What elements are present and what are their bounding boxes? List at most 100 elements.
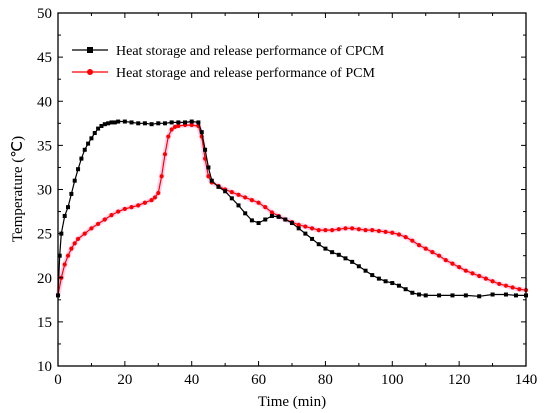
data-point (236, 192, 241, 197)
data-point (290, 221, 294, 226)
data-point (263, 205, 268, 210)
data-point (430, 250, 435, 255)
data-point (176, 123, 181, 129)
data-point (316, 242, 321, 247)
data-point (383, 229, 388, 234)
data-point (62, 262, 67, 267)
data-point (229, 196, 234, 201)
data-point (356, 227, 361, 232)
data-point (283, 217, 288, 222)
y-tick-label: 30 (37, 183, 52, 199)
data-point (330, 227, 335, 233)
data-point (236, 203, 241, 208)
data-point (89, 226, 94, 231)
data-point (410, 290, 415, 295)
x-tick-label: 140 (515, 372, 538, 388)
data-point (517, 287, 522, 292)
data-point (136, 121, 141, 126)
data-point (477, 273, 482, 279)
data-point (199, 130, 204, 135)
data-point (129, 205, 134, 210)
data-point (169, 127, 174, 132)
data-point (169, 120, 174, 125)
legend-label: Heat storage and release performance of … (116, 66, 375, 81)
data-point (390, 281, 395, 286)
data-point (403, 287, 408, 292)
data-point (490, 292, 495, 297)
data-point (189, 119, 194, 124)
data-point (172, 124, 178, 129)
data-point (370, 227, 375, 233)
data-point (89, 136, 94, 141)
y-tick-label: 45 (37, 50, 52, 66)
data-point (96, 221, 101, 227)
y-tick-label: 15 (37, 315, 52, 331)
data-point (503, 283, 509, 288)
x-tick-label: 40 (184, 372, 199, 388)
series-pcm (55, 122, 529, 298)
data-point (76, 167, 81, 172)
data-point (62, 213, 67, 218)
data-point (99, 123, 104, 128)
data-point (69, 246, 74, 251)
data-point (296, 226, 301, 231)
data-point (490, 279, 495, 284)
data-point (336, 252, 341, 257)
x-axis-title: Time (min) (258, 394, 326, 410)
data-point (142, 121, 147, 126)
y-tick-label: 25 (37, 227, 52, 243)
data-point (249, 197, 254, 203)
data-point (416, 242, 422, 248)
y-tick-label: 40 (37, 94, 52, 110)
data-point (363, 268, 368, 273)
data-point (162, 152, 168, 157)
x-tick-label: 120 (448, 372, 471, 388)
data-point (109, 212, 114, 218)
data-point (203, 147, 208, 152)
data-point (72, 241, 77, 246)
data-point (423, 246, 428, 251)
data-point (129, 120, 134, 125)
data-point (350, 259, 355, 264)
data-point (149, 122, 154, 127)
data-point (216, 184, 221, 189)
data-point (82, 231, 87, 236)
data-point (116, 119, 121, 124)
data-point (65, 253, 71, 258)
data-point (112, 120, 117, 125)
data-point (106, 121, 111, 126)
series-line (57, 120, 526, 297)
data-point (86, 141, 91, 146)
data-point (450, 293, 455, 298)
data-point (243, 195, 248, 200)
axes: 0 20 40 60 80 100 120 140 10 15 20 25 30 35 40 45 50 (37, 6, 537, 388)
data-point (463, 293, 468, 298)
data-point (443, 258, 448, 263)
data-point (102, 122, 107, 127)
data-point (223, 189, 228, 194)
x-tick-label: 100 (381, 372, 404, 388)
data-point (410, 238, 415, 243)
data-point (102, 217, 107, 222)
data-point (323, 227, 328, 233)
data-point (79, 156, 84, 161)
y-tick-label: 10 (37, 359, 52, 375)
legend: Heat storage and release performance of … (72, 44, 385, 81)
data-point (396, 283, 401, 288)
data-point (196, 120, 201, 125)
data-point (243, 211, 248, 216)
data-point (477, 294, 482, 299)
data-point (310, 236, 315, 241)
y-tick-label: 20 (37, 271, 52, 287)
data-point (356, 264, 361, 269)
data-point (75, 236, 81, 242)
data-point (276, 214, 281, 219)
data-point (309, 226, 315, 231)
data-point (159, 174, 164, 179)
x-tick-label: 80 (318, 372, 333, 388)
data-point (209, 178, 214, 183)
y-tick-label: 50 (37, 6, 52, 22)
series-layer (55, 119, 529, 299)
data-point (142, 200, 148, 205)
data-point (376, 276, 381, 281)
